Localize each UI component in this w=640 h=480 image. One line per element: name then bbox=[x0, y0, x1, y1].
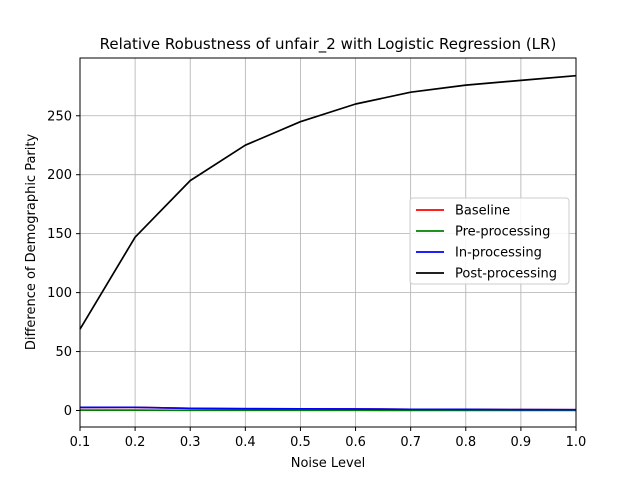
legend-label: Post-processing bbox=[455, 267, 557, 282]
x-axis: 0.1 0.2 0.3 0.4 0.5 0.6 0.7 0.8 0.9 1.0 bbox=[70, 427, 587, 450]
x-tick-label: 0.2 bbox=[125, 435, 146, 450]
y-tick-label: 150 bbox=[47, 227, 72, 242]
legend-label: Baseline bbox=[455, 204, 510, 219]
y-axis-label: Difference of Demographic Parity bbox=[24, 134, 39, 351]
x-tick-label: 1.0 bbox=[566, 435, 587, 450]
plot-frame bbox=[79, 57, 577, 428]
y-tick-label: 250 bbox=[47, 109, 72, 124]
x-tick-label: 0.9 bbox=[511, 435, 532, 450]
series-line-post-processing bbox=[79, 74, 577, 330]
y-tick-label: 50 bbox=[55, 345, 72, 360]
x-tick-label: 0.8 bbox=[455, 435, 476, 450]
x-tick-label: 0.7 bbox=[400, 435, 421, 450]
x-tick-label: 0.4 bbox=[235, 435, 256, 450]
x-tick-label: 0.3 bbox=[180, 435, 201, 450]
legend-label: In-processing bbox=[455, 246, 542, 261]
x-tick-label: 0.5 bbox=[290, 435, 311, 450]
y-tick-label: 0 bbox=[64, 404, 72, 419]
chart-title: Relative Robustness of unfair_2 with Log… bbox=[100, 35, 557, 54]
series-lines bbox=[79, 74, 577, 412]
x-axis-label: Noise Level bbox=[291, 456, 366, 471]
y-tick-label: 100 bbox=[47, 286, 72, 301]
x-tick-label: 0.6 bbox=[345, 435, 366, 450]
legend-label: Pre-processing bbox=[455, 225, 550, 240]
x-tick-label: 0.1 bbox=[70, 435, 91, 450]
legend-frame bbox=[409, 197, 570, 285]
y-tick-label: 200 bbox=[47, 168, 72, 183]
y-axis: 0 50 100 150 200 250 bbox=[47, 109, 80, 419]
series-line-in-processing bbox=[79, 406, 577, 411]
legend: Baseline Pre-processing In-processing Post-… bbox=[409, 197, 570, 285]
